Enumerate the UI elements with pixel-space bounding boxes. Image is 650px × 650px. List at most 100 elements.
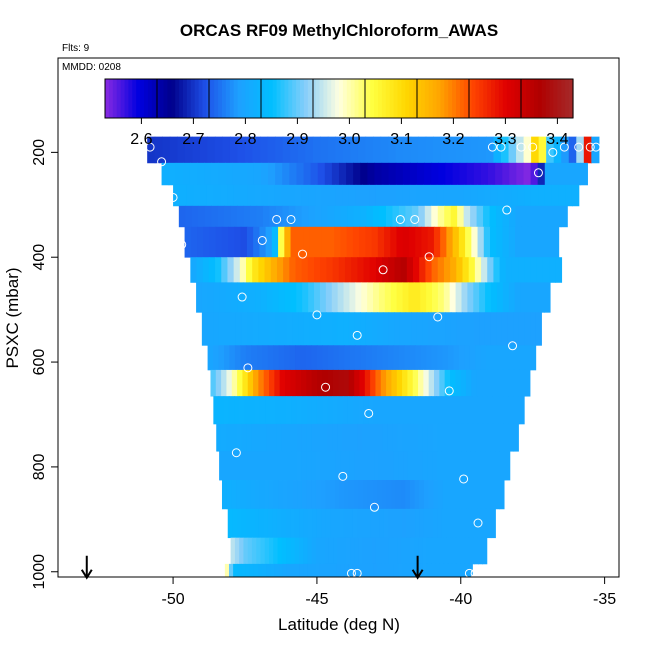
heatmap-cell — [354, 537, 360, 565]
heatmap-cell — [311, 369, 318, 397]
x-tick-label: -45 — [305, 591, 328, 608]
heatmap-cell — [291, 451, 298, 481]
heatmap-cell — [288, 184, 296, 207]
sample-point — [338, 471, 348, 481]
heatmap-cell — [341, 537, 347, 565]
heatmap-cell — [475, 345, 482, 371]
colorbar-swatch — [144, 79, 149, 118]
heatmap-cell — [507, 312, 514, 346]
colorbar-tick-label: 2.7 — [182, 131, 204, 148]
heatmap-cell — [255, 282, 262, 313]
heatmap-cell — [390, 226, 398, 258]
heatmap-cell — [303, 162, 312, 186]
heatmap-cell — [347, 205, 355, 228]
heatmap-cell — [320, 480, 326, 510]
heatmap-cell — [402, 563, 407, 578]
heatmap-cell — [377, 480, 383, 510]
heatmap-cell — [393, 451, 399, 481]
colorbar-swatch — [222, 79, 227, 118]
heatmap-cell — [397, 508, 403, 539]
heatmap-cell — [355, 345, 362, 371]
heatmap-cell — [281, 312, 288, 346]
heatmap-cell — [340, 563, 346, 578]
heatmap-cell — [508, 136, 517, 164]
heatmap-cell — [394, 257, 402, 283]
heatmap-cell — [502, 282, 510, 313]
heatmap-cell — [392, 423, 399, 452]
heatmap-cell — [426, 345, 433, 371]
heatmap-cell — [566, 162, 574, 186]
heatmap-cell — [290, 369, 297, 397]
heatmap-cell — [388, 537, 394, 565]
colorbar-swatch — [463, 79, 469, 118]
heatmap-cell — [479, 282, 486, 313]
colorbar-tick-label: 3.1 — [390, 131, 412, 148]
heatmap-cell — [571, 184, 580, 207]
heatmap-cell — [399, 312, 407, 346]
heatmap-cell — [260, 136, 269, 164]
heatmap-cell — [442, 423, 449, 452]
heatmap-cell — [470, 184, 478, 207]
heatmap-cell — [269, 369, 275, 397]
sample-point — [496, 142, 506, 152]
colorbar-swatch — [534, 79, 539, 118]
heatmap-cell — [252, 136, 261, 164]
heatmap-cell — [253, 563, 259, 578]
heatmap-cell — [379, 205, 387, 228]
heatmap-cell — [480, 162, 489, 186]
heatmap-cell — [324, 537, 330, 565]
heatmap-cell — [222, 136, 231, 164]
heatmap-cell — [233, 563, 238, 578]
heatmap-cell — [325, 480, 331, 510]
heatmap-cell — [309, 226, 317, 258]
heatmap-cell — [493, 136, 502, 164]
heatmap-cell — [375, 184, 384, 207]
y-tick-label: 800 — [31, 453, 48, 480]
heatmap-cell — [365, 312, 373, 346]
heatmap-cell — [332, 423, 338, 452]
heatmap-cell — [490, 282, 498, 313]
heatmap-cell — [266, 563, 271, 578]
heatmap-cell — [240, 226, 248, 258]
colorbar-swatch — [249, 79, 254, 118]
colorbar-swatch — [237, 79, 243, 118]
heatmap-cell — [405, 312, 412, 346]
heatmap-cell — [352, 508, 358, 539]
sample-point — [395, 214, 405, 224]
heatmap-cell — [481, 508, 487, 539]
colorbar-swatch — [315, 79, 321, 118]
heatmap-cell — [266, 282, 274, 313]
heatmap-cell — [392, 537, 398, 565]
heatmap-cell — [473, 423, 479, 452]
heatmap-cell — [458, 226, 466, 258]
heatmap-cell — [191, 205, 199, 228]
heatmap-cell — [352, 226, 360, 258]
heatmap-cell — [493, 423, 499, 452]
heatmap-cell — [411, 205, 419, 228]
heatmap-cell — [456, 480, 463, 510]
x-tick-label: -40 — [449, 591, 472, 608]
heatmap-cell — [455, 282, 463, 313]
heatmap-cell — [409, 480, 416, 510]
heatmap-cell — [443, 282, 451, 313]
heatmap-cell — [371, 226, 379, 258]
heatmap-cell — [450, 184, 458, 207]
colorbar-frame — [104, 78, 574, 119]
heatmap-cell — [469, 537, 475, 565]
heatmap-cell — [501, 312, 508, 346]
heatmap-cell — [343, 369, 350, 397]
heatmap-cell — [452, 423, 459, 452]
heatmap-cell — [294, 563, 300, 578]
heatmap-cell — [315, 537, 321, 565]
heatmap-cell — [189, 162, 198, 186]
heatmap-cell — [406, 257, 414, 283]
heatmap-cell — [453, 345, 460, 371]
y-axis: 200 400 600 800 1000 — [31, 139, 58, 590]
heatmap-cell — [243, 537, 249, 565]
heatmap-cell — [275, 396, 282, 425]
heatmap-cell — [330, 508, 336, 539]
colorbar-swatch — [225, 79, 231, 118]
heatmap-cell — [470, 451, 477, 481]
heatmap-cell — [555, 257, 563, 283]
sample-point — [502, 205, 512, 215]
